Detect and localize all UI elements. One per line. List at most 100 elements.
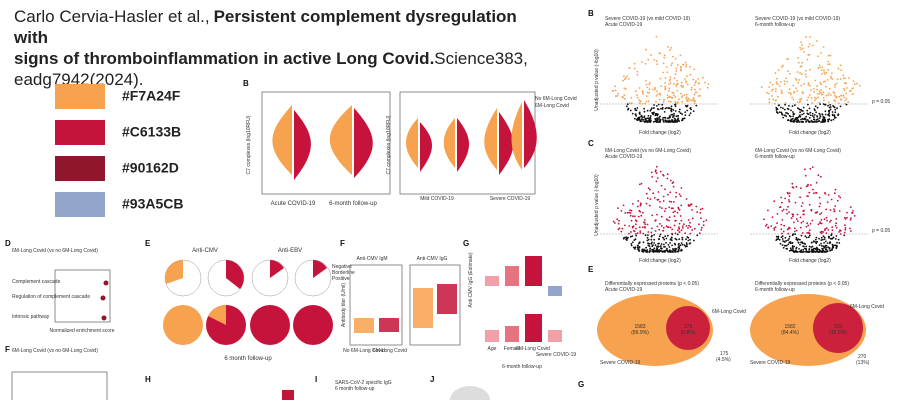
point	[616, 218, 619, 221]
point	[785, 247, 788, 250]
swatch-label: #C6133B	[122, 124, 181, 140]
point	[667, 226, 670, 229]
point	[784, 102, 787, 104]
point	[780, 236, 783, 239]
point	[635, 109, 638, 112]
point	[805, 75, 808, 78]
point	[835, 227, 838, 229]
point	[797, 61, 800, 64]
point	[849, 218, 852, 221]
point	[629, 209, 631, 212]
point	[789, 242, 792, 245]
point	[830, 94, 832, 96]
point	[647, 117, 649, 120]
bar	[525, 256, 542, 286]
point	[650, 238, 653, 241]
point	[806, 222, 809, 225]
venn-count: (16.5%)	[829, 330, 847, 336]
pie-slice	[164, 259, 183, 284]
point	[813, 116, 815, 119]
axis-label: Fold change (log2)	[639, 258, 681, 264]
point	[777, 95, 779, 98]
plot-title: Anti-CMV	[192, 248, 218, 254]
violin	[457, 118, 469, 172]
point	[782, 208, 785, 211]
point	[826, 201, 829, 204]
point	[630, 96, 632, 99]
point	[822, 231, 825, 233]
pie-slice	[226, 260, 244, 289]
swatch	[55, 84, 105, 109]
point	[800, 73, 803, 75]
point	[778, 85, 781, 87]
violin	[272, 105, 292, 175]
point	[820, 236, 823, 239]
point	[668, 216, 671, 219]
point	[662, 250, 665, 253]
point	[822, 91, 825, 94]
point	[828, 112, 830, 115]
point	[648, 242, 651, 245]
plot-title: 6M-Long Covid (vs no 6M-Long Covid)	[755, 148, 841, 154]
point	[775, 239, 778, 242]
point	[817, 55, 819, 58]
point	[680, 84, 682, 87]
point	[633, 62, 636, 65]
point	[819, 221, 821, 224]
point	[808, 120, 811, 123]
bar	[525, 314, 542, 342]
point	[802, 210, 805, 213]
point	[685, 81, 688, 84]
point	[771, 216, 774, 219]
point	[672, 185, 675, 188]
point	[806, 99, 809, 102]
point	[636, 232, 639, 235]
point	[649, 121, 652, 123]
swatch	[55, 156, 105, 181]
point	[794, 230, 796, 233]
point	[849, 206, 852, 209]
point	[820, 242, 822, 245]
venn-count: (13%)	[856, 360, 870, 366]
point	[839, 230, 842, 232]
point	[665, 225, 668, 228]
point	[628, 225, 631, 227]
point	[816, 247, 818, 250]
point	[827, 114, 829, 116]
point	[647, 58, 650, 61]
point	[807, 224, 810, 227]
point	[810, 97, 813, 99]
point	[663, 111, 666, 113]
point	[781, 113, 784, 116]
point	[628, 232, 630, 235]
point	[830, 233, 833, 236]
point	[787, 205, 789, 208]
point	[821, 251, 823, 253]
point	[782, 246, 785, 249]
point	[644, 223, 646, 226]
point	[685, 245, 688, 248]
box	[354, 318, 374, 333]
point	[617, 207, 619, 210]
point	[815, 192, 818, 194]
point	[670, 179, 672, 182]
point	[628, 102, 631, 104]
point	[642, 249, 644, 252]
point	[654, 219, 657, 222]
point	[669, 121, 672, 123]
point	[837, 113, 840, 115]
point	[771, 88, 774, 91]
point	[680, 219, 683, 222]
point	[809, 114, 812, 117]
point	[797, 241, 800, 244]
point	[662, 117, 664, 119]
point	[670, 47, 672, 49]
point	[689, 99, 691, 101]
plot-subtitle: 6 month follow-up	[335, 386, 375, 392]
point	[818, 237, 820, 240]
point	[814, 238, 817, 241]
point	[838, 231, 840, 233]
point	[633, 67, 636, 70]
point	[801, 61, 803, 64]
plot-title: Anti-CMV IgM	[356, 256, 387, 262]
